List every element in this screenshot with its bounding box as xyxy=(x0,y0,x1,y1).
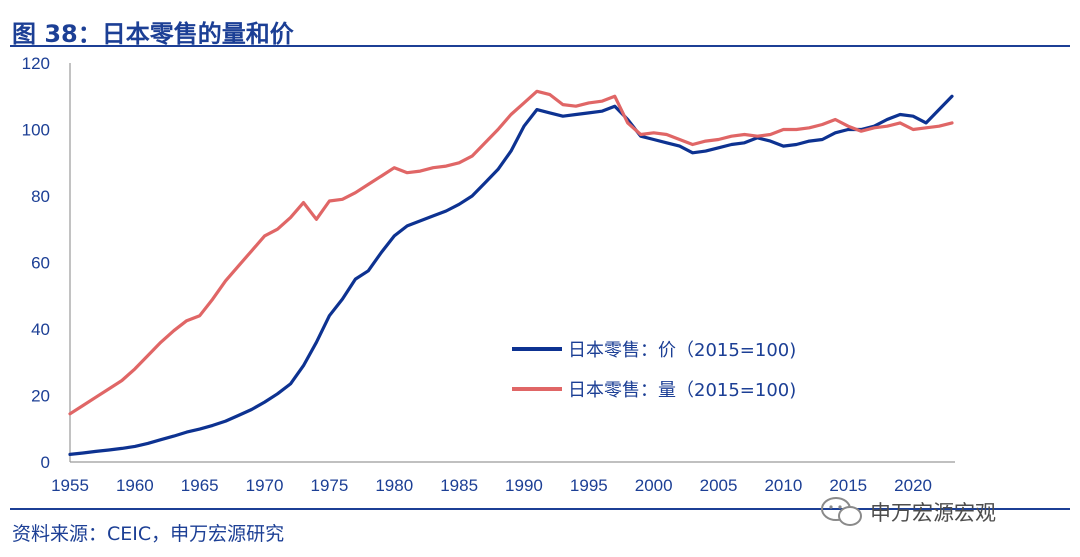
watermark-label: 申万宏源宏观 xyxy=(870,501,996,525)
y-tick-labels: 0 20 40 60 80 100 120 xyxy=(22,54,50,472)
watermark: 申万宏源宏观 xyxy=(820,494,1065,530)
series-line-volume xyxy=(68,89,954,416)
y-tick-label: 40 xyxy=(31,320,50,339)
x-tick-label: 2010 xyxy=(764,476,802,495)
x-tick-label: 2000 xyxy=(635,476,673,495)
x-tick-label: 2005 xyxy=(700,476,738,495)
series-lines xyxy=(68,89,954,456)
y-tick-label: 80 xyxy=(31,187,50,206)
y-tick-label: 60 xyxy=(31,254,50,273)
y-tick-label: 0 xyxy=(41,453,50,472)
chat-bubble-icon xyxy=(821,497,862,526)
legend-label-price: 日本零售：价（2015=100) xyxy=(568,340,796,361)
x-tick-label: 2015 xyxy=(829,476,867,495)
x-tick-label: 1975 xyxy=(310,476,348,495)
x-tick-label: 1970 xyxy=(246,476,284,495)
x-tick-label: 2020 xyxy=(894,476,932,495)
x-tick-label: 1990 xyxy=(505,476,543,495)
x-tick-label: 1965 xyxy=(181,476,219,495)
x-tick-label: 1985 xyxy=(440,476,478,495)
chart-title: 图 38：日本零售的量和价 xyxy=(12,20,294,48)
footer-divider xyxy=(10,508,1070,510)
x-tick-label: 1955 xyxy=(51,476,89,495)
legend: 日本零售：价（2015=100) 日本零售：量（2015=100) xyxy=(512,340,796,401)
x-tick-label: 1960 xyxy=(116,476,154,495)
y-tick-label: 100 xyxy=(22,121,50,140)
x-tick-labels: 1955 1960 1965 1970 1975 1980 1985 1990 1995 2000… xyxy=(51,476,932,495)
x-tick-label: 1980 xyxy=(375,476,413,495)
y-tick-label: 20 xyxy=(31,387,50,406)
series-line-price xyxy=(68,94,954,456)
source-note: 资料来源：CEIC，申万宏源研究 xyxy=(12,523,285,545)
legend-label-volume: 日本零售：量（2015=100) xyxy=(568,380,796,401)
x-tick-label: 1995 xyxy=(570,476,608,495)
axes xyxy=(69,63,955,463)
y-tick-label: 120 xyxy=(22,54,50,73)
title-divider xyxy=(10,45,1070,47)
